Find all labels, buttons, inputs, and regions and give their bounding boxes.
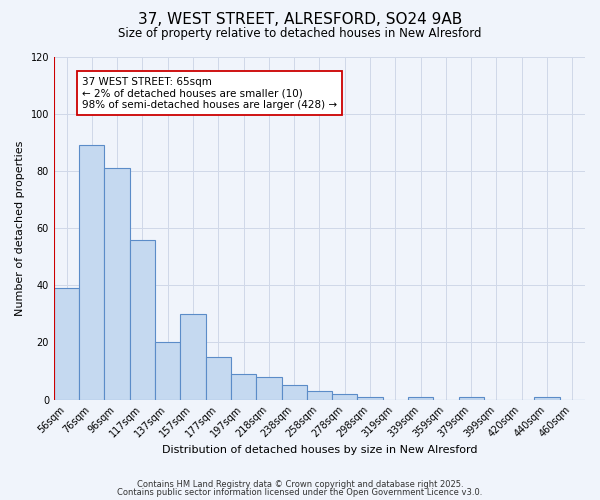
Text: Contains HM Land Registry data © Crown copyright and database right 2025.: Contains HM Land Registry data © Crown c… bbox=[137, 480, 463, 489]
Text: 37, WEST STREET, ALRESFORD, SO24 9AB: 37, WEST STREET, ALRESFORD, SO24 9AB bbox=[138, 12, 462, 28]
Bar bbox=[332, 394, 358, 400]
Bar bbox=[281, 386, 307, 400]
Text: Size of property relative to detached houses in New Alresford: Size of property relative to detached ho… bbox=[118, 28, 482, 40]
Bar bbox=[307, 391, 332, 400]
Bar bbox=[54, 288, 79, 400]
Bar bbox=[256, 377, 281, 400]
Bar bbox=[79, 145, 104, 400]
Bar bbox=[535, 397, 560, 400]
Bar bbox=[130, 240, 155, 400]
Bar bbox=[181, 314, 206, 400]
Bar bbox=[206, 357, 231, 400]
Text: 37 WEST STREET: 65sqm
← 2% of detached houses are smaller (10)
98% of semi-detac: 37 WEST STREET: 65sqm ← 2% of detached h… bbox=[82, 76, 337, 110]
Bar bbox=[104, 168, 130, 400]
Bar bbox=[458, 397, 484, 400]
Bar bbox=[358, 397, 383, 400]
Text: Contains public sector information licensed under the Open Government Licence v3: Contains public sector information licen… bbox=[118, 488, 482, 497]
Bar bbox=[155, 342, 181, 400]
Y-axis label: Number of detached properties: Number of detached properties bbox=[15, 140, 25, 316]
Bar bbox=[231, 374, 256, 400]
Bar bbox=[408, 397, 433, 400]
X-axis label: Distribution of detached houses by size in New Alresford: Distribution of detached houses by size … bbox=[162, 445, 477, 455]
